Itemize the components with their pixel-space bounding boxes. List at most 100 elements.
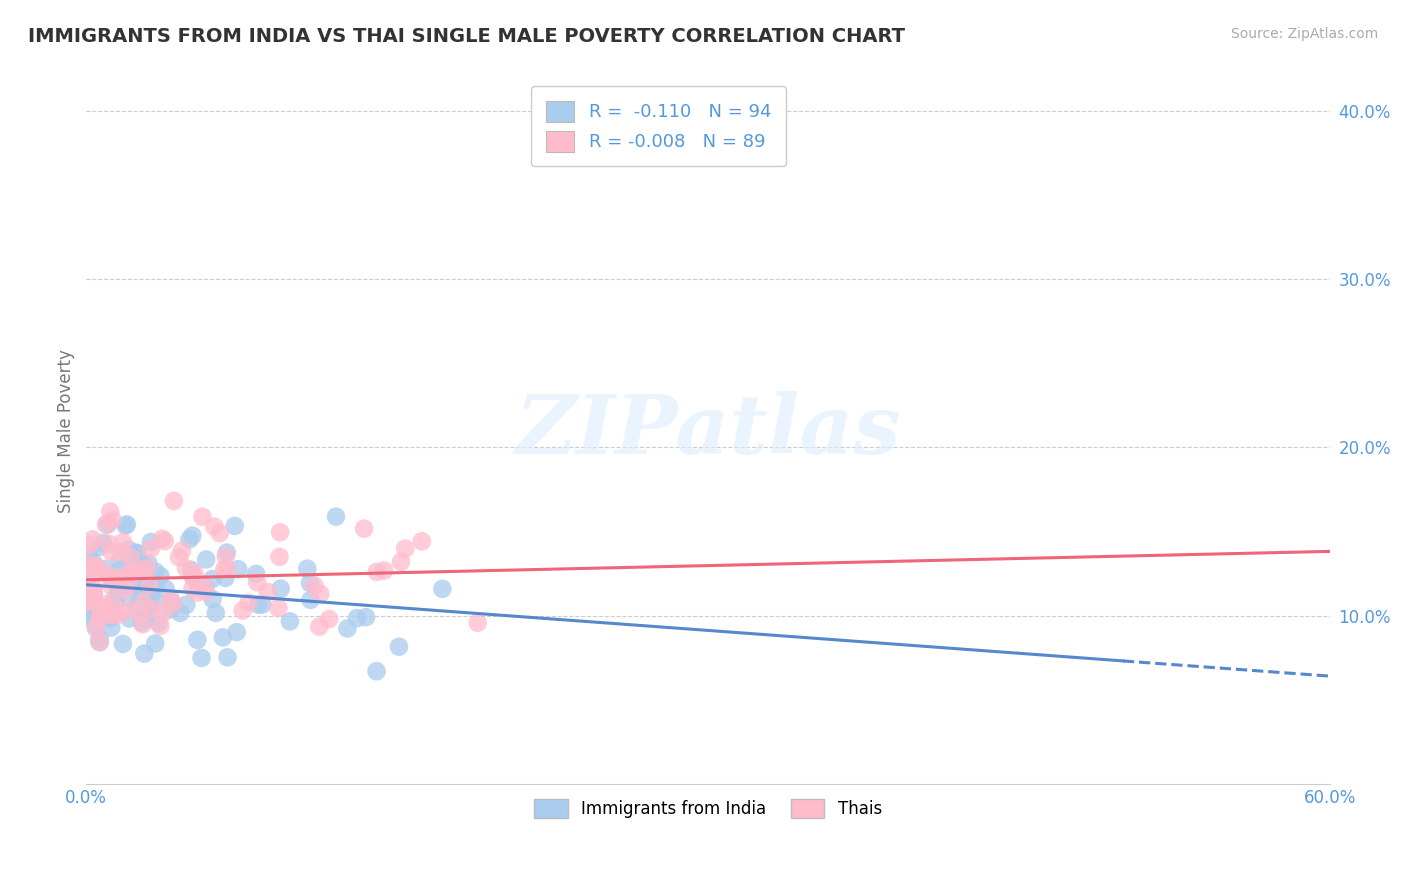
Point (325, 509, 347, 524)
Point (103, 573, 125, 587)
Point (131, 617, 153, 632)
Point (89, 635, 111, 649)
Legend: Immigrants from India, Thais: Immigrants from India, Thais (527, 792, 889, 825)
Point (83, 582, 105, 596)
Point (97, 604, 120, 618)
Point (94, 517, 117, 532)
Point (82, 533, 104, 547)
Point (180, 563, 202, 577)
Point (225, 625, 247, 640)
Point (204, 606, 226, 620)
Point (132, 565, 155, 579)
Point (212, 631, 235, 645)
Point (118, 591, 141, 606)
Point (160, 595, 183, 609)
Point (100, 579, 122, 593)
Point (148, 615, 170, 630)
Point (101, 596, 124, 610)
Point (183, 571, 205, 585)
Point (79, 608, 101, 623)
Point (388, 640, 411, 654)
Point (208, 526, 231, 541)
Point (366, 565, 388, 579)
Point (155, 582, 177, 596)
Point (97, 517, 120, 532)
Point (129, 607, 152, 621)
Point (107, 581, 129, 595)
Point (194, 584, 217, 599)
Point (170, 543, 193, 558)
Point (93, 597, 115, 611)
Point (120, 561, 142, 575)
Point (270, 582, 292, 596)
Point (267, 601, 290, 615)
Point (105, 571, 128, 585)
Point (174, 561, 197, 575)
Point (195, 552, 218, 566)
Point (80, 582, 103, 596)
Point (124, 566, 146, 580)
Point (190, 651, 212, 665)
Point (118, 542, 141, 557)
Point (181, 581, 204, 595)
Point (224, 519, 246, 533)
Point (84, 618, 107, 632)
Point (214, 562, 236, 576)
Point (336, 622, 359, 636)
Point (76, 595, 98, 609)
Point (304, 579, 326, 593)
Point (80, 605, 103, 619)
Point (299, 576, 322, 591)
Point (194, 580, 217, 594)
Point (139, 541, 162, 556)
Point (120, 550, 142, 565)
Point (143, 595, 166, 609)
Point (96, 568, 118, 582)
Point (169, 606, 191, 620)
Point (135, 611, 157, 625)
Point (82, 554, 104, 568)
Y-axis label: Single Male Poverty: Single Male Poverty (58, 349, 75, 513)
Point (181, 569, 204, 583)
Point (269, 525, 291, 540)
Point (373, 564, 395, 578)
Point (186, 632, 208, 647)
Point (191, 577, 214, 591)
Point (129, 558, 152, 572)
Point (138, 578, 160, 592)
Point (246, 575, 269, 590)
Point (181, 529, 204, 543)
Point (110, 574, 132, 588)
Point (346, 611, 368, 625)
Point (167, 550, 190, 565)
Point (118, 611, 141, 625)
Text: ZIPatlas: ZIPatlas (516, 391, 901, 471)
Point (90, 608, 112, 623)
Point (232, 604, 254, 618)
Point (308, 620, 330, 634)
Point (127, 546, 149, 560)
Point (238, 596, 260, 610)
Point (179, 533, 201, 547)
Point (389, 555, 412, 569)
Point (278, 615, 301, 629)
Point (89, 599, 111, 614)
Point (138, 599, 160, 613)
Point (108, 553, 131, 567)
Point (89, 632, 111, 646)
Point (252, 598, 274, 612)
Point (76, 571, 98, 585)
Point (132, 595, 155, 609)
Point (105, 596, 128, 610)
Point (98, 504, 121, 518)
Point (318, 612, 340, 626)
Point (159, 591, 181, 606)
Point (159, 602, 181, 616)
Text: Source: ZipAtlas.com: Source: ZipAtlas.com (1230, 27, 1378, 41)
Point (90, 566, 112, 580)
Point (163, 494, 186, 508)
Point (135, 571, 157, 585)
Point (89, 635, 111, 649)
Point (101, 513, 124, 527)
Point (141, 589, 163, 603)
